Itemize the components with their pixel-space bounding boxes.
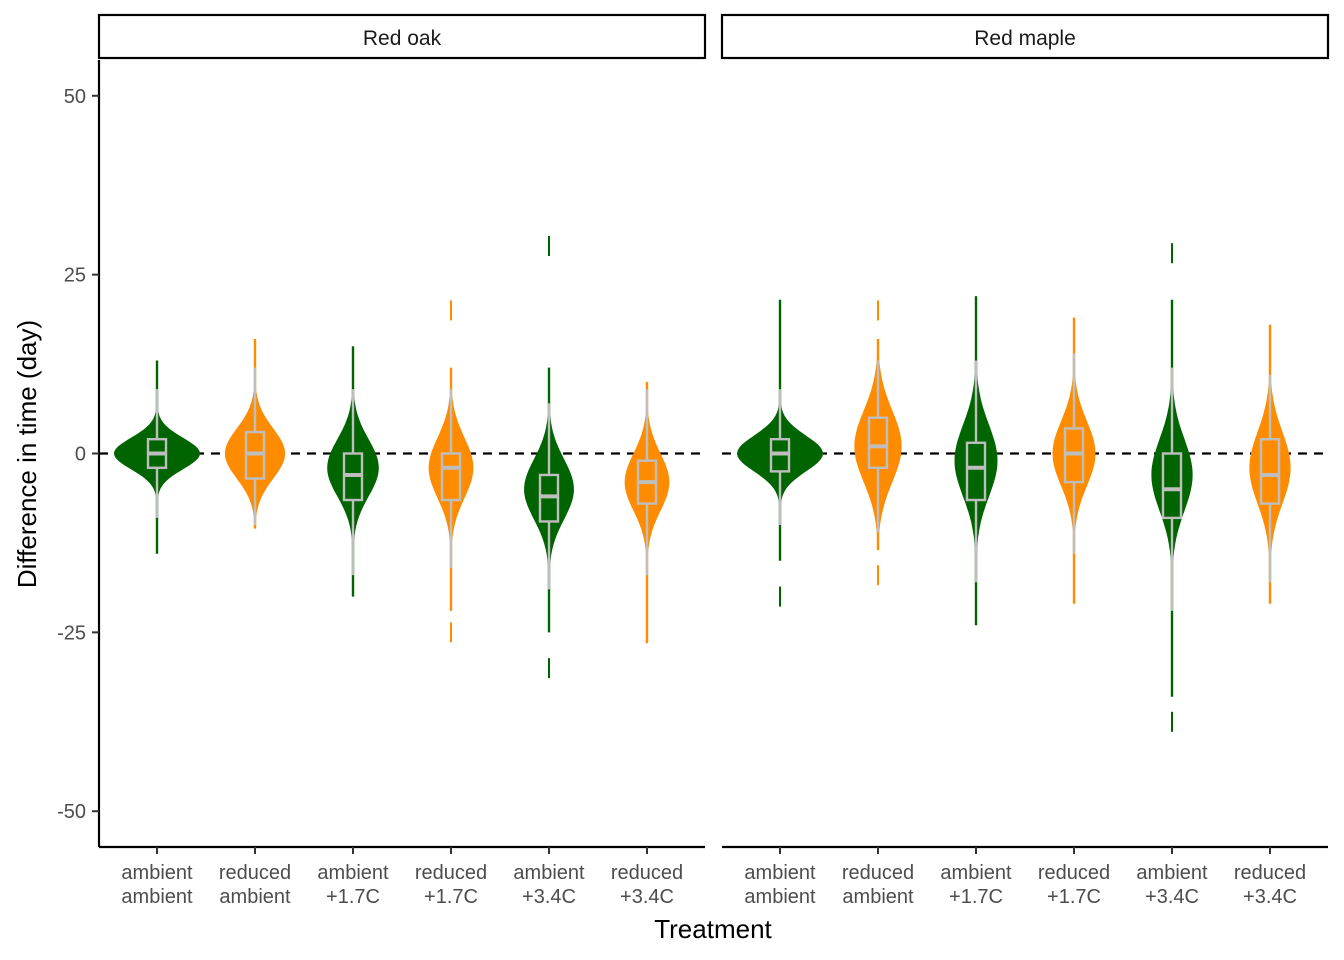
x-tick-label: +1.7C [326,886,380,908]
x-tick-label: reduced [219,862,291,884]
violin-ambient [524,367,574,633]
x-tick-label: +3.4C [1145,886,1199,908]
x-tick-label: reduced [842,862,914,884]
y-tick-label: 50 [64,86,86,108]
strip-title-red-oak: Red oak [363,27,442,50]
violin-reduced [428,367,474,611]
x-tick-label: reduced [415,862,487,884]
panel-red-oak: ambientambientreducedambientambient+1.7C… [99,236,705,908]
x-tick-label: ambient [744,886,816,908]
violin-reduced [1052,317,1096,604]
x-tick-label: ambient [317,862,389,884]
x-tick-label: ambient [121,862,193,884]
x-tick-label: +1.7C [424,886,478,908]
violin-reduced [224,339,286,529]
boxplot-box [965,441,987,502]
strip-box-red-oak [97,13,707,60]
x-tick-label: ambient [121,886,193,908]
boxplot-box [867,416,889,470]
boxplot-box [440,452,462,502]
x-tick-label: ambient [219,886,291,908]
plot-area: 50250-25-50ambientambientreducedambienta… [57,60,1328,908]
panel-red-maple: ambientambientreducedambientambient+1.7C… [722,243,1328,908]
x-tick-label: ambient [1136,862,1208,884]
x-tick-label: ambient [842,886,914,908]
y-tick-label: -50 [57,801,86,823]
violin-ambient [327,346,379,597]
y-axis-title: Difference in time (day) [12,320,42,588]
x-tick-label: +3.4C [522,886,576,908]
strip-box-red-maple [720,13,1330,60]
x-tick-label: reduced [1038,862,1110,884]
x-tick-label: ambient [744,862,816,884]
x-tick-label: ambient [513,862,585,884]
x-tick-label: reduced [611,862,683,884]
boxplot-box [1161,452,1183,520]
x-tick-label: +3.4C [620,886,674,908]
x-tick-label: reduced [1234,862,1306,884]
x-tick-label: +1.7C [949,886,1003,908]
x-tick-label: +1.7C [1047,886,1101,908]
y-tick-label: 0 [75,444,86,466]
violin-ambient [1151,299,1193,697]
x-tick-label: +3.4C [1243,886,1297,908]
boxplot-box [1259,437,1281,505]
violin-ambient [954,296,998,626]
violin-reduced [1249,324,1291,604]
y-tick-label: -25 [57,622,86,644]
x-tick-label: ambient [940,862,1012,884]
violin-ambient [114,360,200,554]
x-axis-title: Treatment [654,914,772,944]
y-tick-label: 25 [64,265,86,287]
strip-title-red-maple: Red maple [974,27,1076,50]
